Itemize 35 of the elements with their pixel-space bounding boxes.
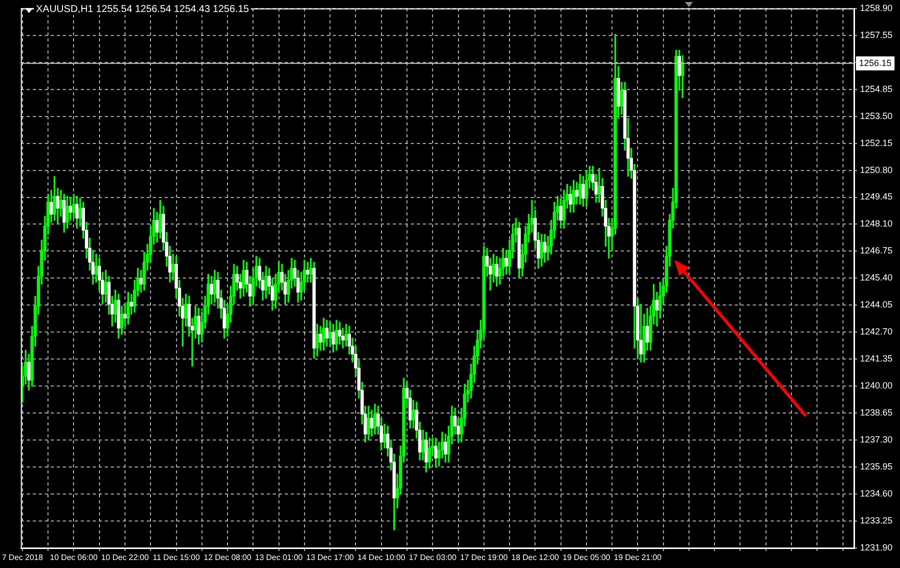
y-tick-label: 1242.70: [860, 326, 893, 337]
y-tick-label: 1231.90: [860, 542, 893, 552]
x-tick-label: 10 Dec 06:00: [50, 553, 98, 562]
x-tick-label: 19 Dec 05:00: [562, 553, 611, 562]
y-tick-label: 1253.50: [860, 110, 893, 121]
y-tick-label: 1237.30: [860, 434, 893, 445]
x-tick-label: 18 Dec 12:00: [511, 553, 560, 562]
y-tick-label: 1248.10: [860, 218, 893, 229]
y-tick-label: 1238.65: [860, 408, 893, 418]
y-tick-label: 1246.75: [860, 246, 893, 256]
x-tick-label: 19 Dec 21:00: [614, 553, 662, 562]
ref-line-label: 1256.15: [859, 58, 892, 68]
x-tick-label: 7 Dec 2018: [2, 553, 44, 562]
y-tick-label: 1249.45: [860, 192, 893, 202]
y-tick-label: 1234.60: [860, 488, 893, 499]
x-tick-label: 17 Dec 03:00: [408, 553, 457, 562]
y-tick-label: 1233.25: [860, 516, 893, 526]
x-tick-label: 13 Dec 01:00: [255, 553, 304, 562]
chart-title: XAUUSD,H1 1255.54 1256.54 1254.43 1256.15: [34, 4, 251, 15]
y-tick-label: 1235.95: [860, 462, 893, 472]
y-tick-label: 1254.85: [860, 84, 893, 94]
y-tick-label: 1258.90: [860, 2, 893, 13]
y-tick-label: 1245.40: [860, 272, 893, 283]
x-tick-label: 12 Dec 08:00: [204, 553, 252, 562]
x-tick-label: 14 Dec 10:00: [358, 553, 406, 562]
x-tick-label: 10 Dec 22:00: [101, 553, 150, 562]
y-tick-label: 1244.05: [860, 300, 893, 310]
x-tick-label: 17 Dec 19:00: [460, 553, 508, 562]
x-tick-label: 13 Dec 17:00: [306, 553, 354, 562]
y-tick-label: 1240.00: [860, 380, 893, 391]
y-tick-label: 1250.80: [860, 164, 893, 175]
y-tick-label: 1257.55: [860, 30, 893, 40]
y-tick-label: 1252.15: [860, 138, 893, 148]
x-tick-label: 11 Dec 15:00: [152, 553, 200, 562]
y-tick-label: 1241.35: [860, 354, 893, 364]
